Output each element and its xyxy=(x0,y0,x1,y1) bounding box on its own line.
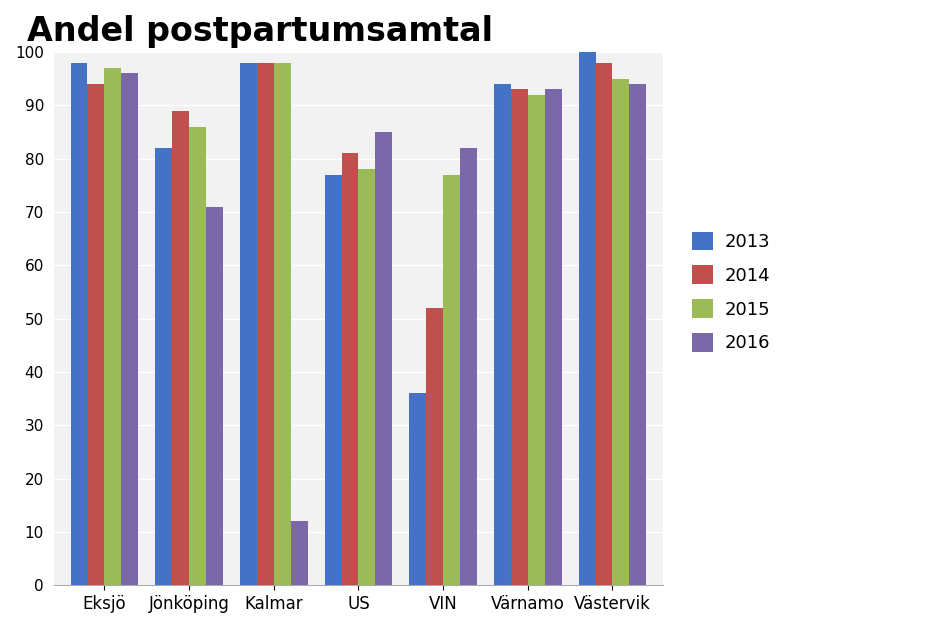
Bar xyxy=(595,63,612,585)
Bar xyxy=(459,148,476,585)
Bar xyxy=(544,89,561,585)
Bar xyxy=(324,175,342,585)
Bar xyxy=(239,63,256,585)
Bar xyxy=(426,308,443,585)
Bar xyxy=(612,78,629,585)
Bar xyxy=(409,393,426,585)
Bar xyxy=(578,52,595,585)
Bar xyxy=(494,84,510,585)
Text: Andel postpartumsamtal: Andel postpartumsamtal xyxy=(27,15,492,48)
Bar xyxy=(206,207,223,585)
Bar xyxy=(71,63,87,585)
Bar xyxy=(443,175,459,585)
Bar xyxy=(527,95,544,585)
Bar xyxy=(189,127,206,585)
Bar xyxy=(510,89,527,585)
Bar xyxy=(342,153,358,585)
Bar xyxy=(122,73,138,585)
Legend: 2013, 2014, 2015, 2016: 2013, 2014, 2015, 2016 xyxy=(684,224,776,360)
Bar xyxy=(290,521,307,585)
Bar xyxy=(155,148,172,585)
Bar xyxy=(104,68,122,585)
Bar xyxy=(358,170,375,585)
Bar xyxy=(274,63,290,585)
Bar xyxy=(172,111,189,585)
Bar xyxy=(375,132,392,585)
Bar xyxy=(256,63,274,585)
Bar xyxy=(87,84,104,585)
Bar xyxy=(629,84,646,585)
